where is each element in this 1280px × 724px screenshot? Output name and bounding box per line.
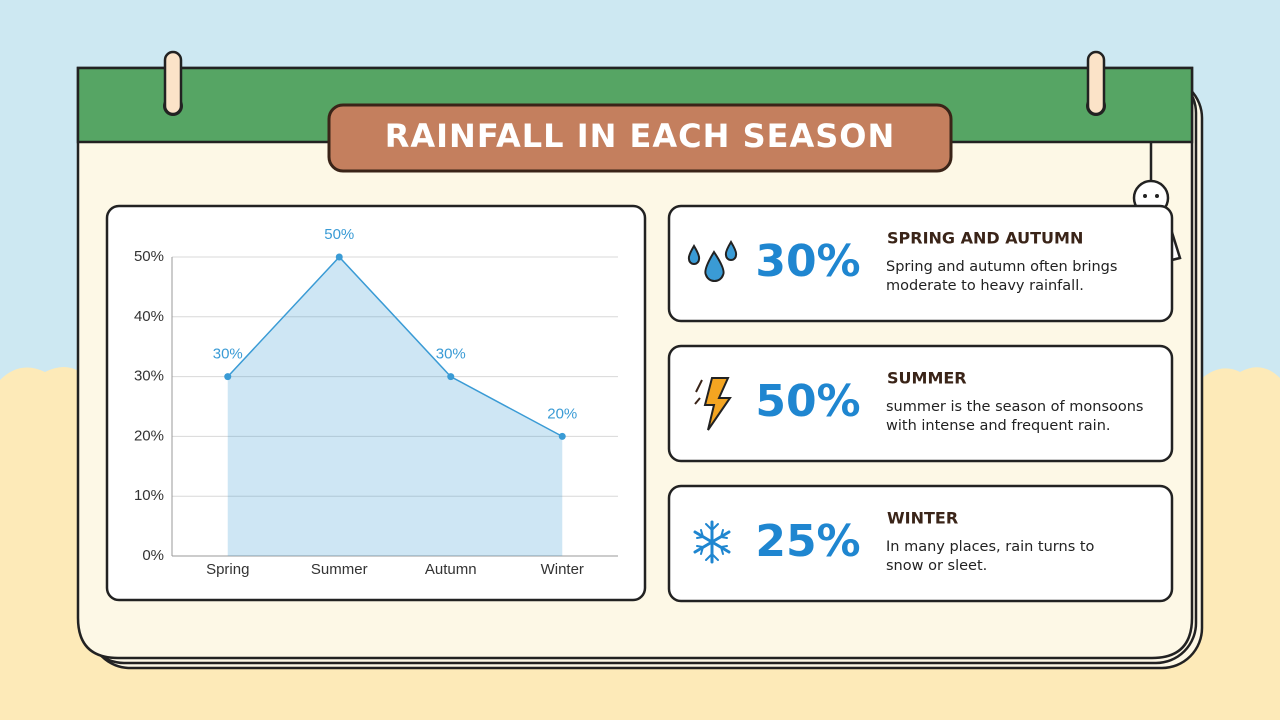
ring: [163, 50, 183, 116]
value-label: 50%: [324, 226, 354, 243]
title: RAINFALL IN EACH SEASON: [385, 117, 896, 155]
area-line: [227, 255, 563, 438]
card-text: In many places, rain turns to: [886, 539, 1095, 555]
value-label: 30%: [436, 346, 466, 363]
data-point: [558, 432, 566, 440]
card-heading: SUMMER: [887, 369, 967, 388]
card-percent: 25%: [755, 516, 860, 567]
icon-snowflake: [693, 520, 731, 564]
y-tick-label: 50%: [134, 248, 164, 265]
card-text: moderate to heavy rainfall.: [886, 278, 1084, 294]
icon-lightning: [694, 377, 732, 431]
chart-panel: [105, 204, 647, 602]
cards: 30% SPRING AND AUTUMN Spring and autumn of…: [667, 204, 1174, 603]
value-label: 30%: [213, 346, 243, 363]
card-percent: 30%: [755, 236, 860, 287]
card-heading: SPRING AND AUTUMN: [887, 229, 1083, 248]
data-point: [224, 373, 232, 381]
card-heading: WINTER: [887, 509, 958, 528]
x-tick-label: Spring: [206, 561, 249, 578]
chart: 0% 10% 20% 30% 40% 50% 30% Spring 50% Summer 30% Au…: [134, 226, 618, 578]
y-tick-label: 20%: [134, 427, 164, 444]
x-tick-label: Winter: [541, 561, 584, 578]
y-tick-label: 0%: [142, 547, 164, 564]
y-tick-label: 40%: [134, 308, 164, 325]
value-label: 20%: [547, 405, 577, 422]
data-point: [335, 253, 343, 261]
card-text: with intense and frequent rain.: [886, 418, 1111, 434]
card-text: snow or sleet.: [886, 558, 987, 574]
card-text: Spring and autumn often brings: [886, 259, 1117, 275]
x-tick-label: Summer: [311, 561, 368, 578]
y-tick-label: 10%: [134, 487, 164, 504]
info-card: [667, 344, 1174, 463]
title-pill: [327, 103, 953, 173]
info-card: [667, 204, 1174, 323]
ring: [1086, 50, 1106, 116]
icon-drops: [687, 240, 738, 282]
info-card: [667, 484, 1174, 603]
card-text: summer is the season of monsoons: [886, 399, 1143, 415]
x-tick-label: Autumn: [425, 561, 477, 578]
data-point: [447, 373, 455, 381]
card-percent: 50%: [755, 376, 860, 427]
area-fill: [227, 257, 563, 556]
y-tick-label: 30%: [134, 368, 164, 385]
